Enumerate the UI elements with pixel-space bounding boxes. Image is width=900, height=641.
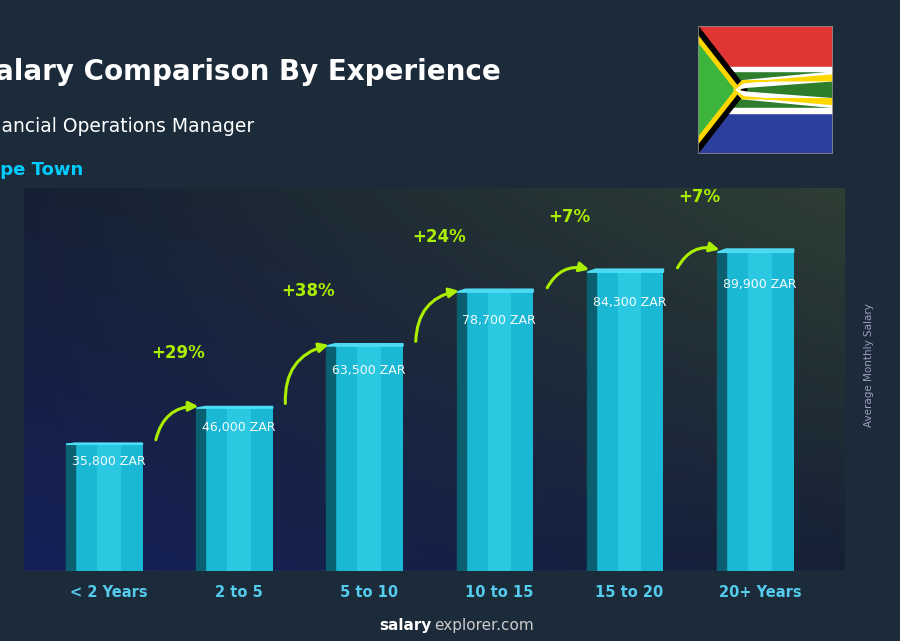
Text: 89,900 ZAR: 89,900 ZAR [723, 278, 796, 291]
Polygon shape [66, 443, 142, 444]
Polygon shape [698, 43, 734, 136]
Polygon shape [698, 26, 747, 154]
Text: 84,300 ZAR: 84,300 ZAR [593, 296, 666, 309]
Text: +7%: +7% [548, 208, 590, 226]
Text: +29%: +29% [151, 344, 205, 362]
Bar [456, 292, 465, 572]
Text: +24%: +24% [412, 228, 465, 246]
Polygon shape [587, 269, 663, 272]
Polygon shape [734, 72, 833, 90]
Text: 63,500 ZAR: 63,500 ZAR [332, 364, 406, 377]
Bar [596, 272, 663, 572]
Bar [327, 346, 336, 572]
Text: explorer.com: explorer.com [434, 619, 534, 633]
Text: 35,800 ZAR: 35,800 ZAR [72, 454, 146, 467]
Text: 78,700 ZAR: 78,700 ZAR [463, 315, 536, 328]
Text: Cape Town: Cape Town [0, 162, 83, 179]
Text: +7%: +7% [678, 188, 720, 206]
Polygon shape [196, 406, 273, 408]
Text: Salary Comparison By Experience: Salary Comparison By Experience [0, 58, 500, 86]
Bar [227, 408, 251, 572]
Bar [717, 253, 726, 572]
Bar [488, 292, 511, 572]
Text: +38%: +38% [282, 282, 335, 300]
Bar [465, 292, 533, 572]
Bar [698, 69, 832, 111]
Bar [66, 444, 75, 572]
Polygon shape [456, 289, 533, 292]
Bar [357, 346, 381, 572]
Bar [336, 346, 403, 572]
Polygon shape [717, 249, 794, 253]
Text: Financial Operations Manager: Financial Operations Manager [0, 117, 254, 136]
Bar [97, 444, 121, 572]
Bar [698, 108, 832, 113]
Bar [75, 444, 142, 572]
Polygon shape [327, 344, 403, 346]
Bar [205, 408, 273, 572]
Polygon shape [698, 35, 740, 144]
Bar [748, 253, 771, 572]
Bar [726, 253, 794, 572]
Bar [698, 67, 832, 71]
Bar [196, 408, 205, 572]
Bar [698, 111, 832, 154]
Polygon shape [734, 90, 833, 107]
Polygon shape [734, 75, 833, 90]
Text: salary: salary [380, 619, 432, 633]
Polygon shape [734, 90, 833, 104]
Text: 46,000 ZAR: 46,000 ZAR [202, 421, 275, 434]
Text: Average Monthly Salary: Average Monthly Salary [863, 303, 874, 428]
Bar [617, 272, 642, 572]
Bar [587, 272, 596, 572]
Bar [698, 26, 832, 68]
